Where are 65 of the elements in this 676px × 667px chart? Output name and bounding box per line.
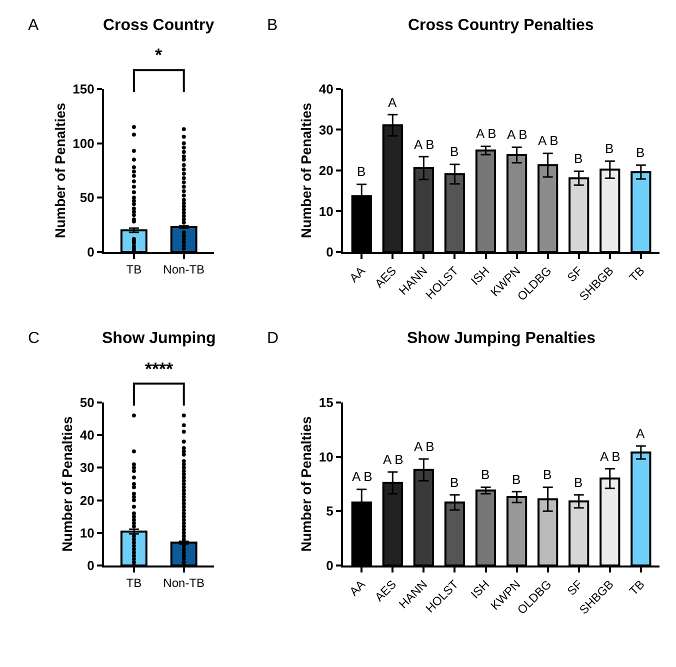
annotation: A B [538, 133, 558, 148]
annotation: A B [352, 469, 372, 484]
annotation: B [574, 151, 583, 166]
y-axis-title: Number of Penalties [52, 102, 68, 238]
x-tick-label: TB [126, 576, 142, 590]
x-tick-label: Non-TB [163, 262, 205, 276]
annotation: B [574, 475, 583, 490]
annotation: B [481, 467, 490, 482]
y-tick-label: 100 [72, 136, 94, 151]
annotation: B [450, 475, 459, 490]
y-tick-label: 10 [318, 449, 334, 464]
annotation: A [388, 95, 397, 110]
y-axis-title: Number of Penalties [298, 416, 314, 552]
y-tick-label: 30 [80, 460, 94, 476]
x-tick-label: ISH [468, 577, 492, 602]
text: C [28, 330, 40, 347]
annotation: B [450, 144, 459, 159]
y-tick-label: 0 [87, 244, 94, 260]
y-axis-title: Number of Penalties [298, 102, 314, 238]
y-tick-label: 15 [318, 395, 334, 410]
chart-title: Cross Country Penalties [408, 17, 594, 34]
y-tick-label: 0 [326, 244, 334, 260]
y-tick-label: 150 [72, 82, 94, 97]
annotation: A B [383, 452, 404, 467]
y-tick-label: 0 [326, 558, 334, 574]
annotation: B [512, 472, 521, 487]
y-tick-label: 20 [318, 163, 334, 178]
x-tick-label: Non-TB [163, 576, 205, 590]
text: * [155, 45, 162, 65]
y-tick-label: 10 [80, 525, 94, 540]
text: **** [145, 359, 174, 379]
y-tick-label: 0 [87, 558, 94, 574]
text: D [267, 330, 279, 347]
y-tick-label: 40 [80, 428, 94, 443]
annotation: B [543, 467, 552, 482]
y-tick-label: 30 [318, 122, 334, 138]
annotation: A B [507, 127, 528, 142]
annotation: A B [476, 126, 496, 141]
x-tick-label: AA [346, 264, 368, 286]
annotation: A [636, 426, 645, 441]
annotation: B [636, 145, 645, 160]
y-tick-label: 20 [80, 492, 94, 508]
y-tick-label: 5 [326, 504, 334, 519]
x-tick-label: TB [126, 262, 142, 276]
annotation: B [357, 164, 366, 179]
annotation: A B [414, 439, 434, 454]
y-tick-label: 40 [318, 82, 334, 97]
x-tick-label: TB [626, 264, 648, 285]
x-tick-label: ISH [468, 264, 492, 288]
chart-title: Show Jumping Penalties [407, 330, 596, 347]
chart-title: Cross Country [103, 17, 214, 34]
chart-title: Show Jumping [102, 330, 216, 347]
x-tick-label: AA [346, 577, 368, 599]
annotation: A B [414, 137, 434, 152]
annotation: A B [600, 449, 620, 464]
x-tick-label: SF [564, 577, 586, 598]
y-axis-title: Number of Penalties [59, 416, 76, 552]
annotation: B [605, 141, 614, 156]
x-tick-label: SF [564, 264, 586, 285]
y-tick-label: 50 [80, 190, 94, 206]
text: B [267, 17, 278, 34]
y-tick-label: 50 [80, 395, 94, 410]
y-tick-label: 10 [318, 204, 334, 219]
x-tick-label: TB [626, 577, 648, 598]
text: A [28, 17, 39, 34]
